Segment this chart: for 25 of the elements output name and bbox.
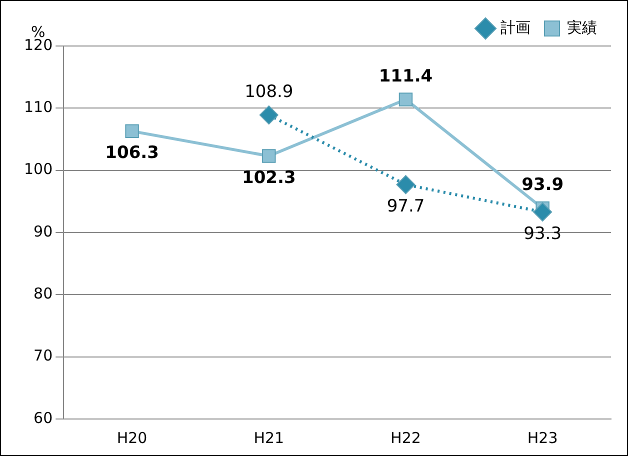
point [533, 202, 552, 222]
legend-label: 実績 [567, 18, 597, 36]
y-tick-label: 80 [34, 284, 53, 303]
y-tick-label: 90 [34, 222, 53, 240]
x-tick-label: H22 [390, 428, 421, 447]
point [398, 92, 413, 106]
data-label: 93.9 [522, 175, 564, 196]
legend-label: 計画 [500, 18, 530, 36]
y-tick-label: 70 [34, 346, 53, 365]
data-label: 111.4 [378, 66, 433, 86]
x-tick-label: H23 [527, 428, 558, 447]
data-label: 108.9 [244, 82, 294, 102]
x-tick-label: H20 [116, 428, 148, 447]
y-tick-label: 60 [34, 408, 53, 427]
data-label: 97.7 [386, 196, 425, 217]
x-tick-label: H21 [254, 428, 284, 447]
point [125, 124, 139, 138]
data-label: 102.3 [242, 168, 296, 188]
point [262, 149, 276, 163]
data-label: 106.3 [105, 143, 159, 164]
point [259, 106, 278, 125]
y-tick-label: 100 [24, 160, 53, 178]
point [396, 175, 416, 194]
y-tick-label: 110 [24, 98, 53, 116]
data-label: 93.3 [524, 224, 562, 244]
